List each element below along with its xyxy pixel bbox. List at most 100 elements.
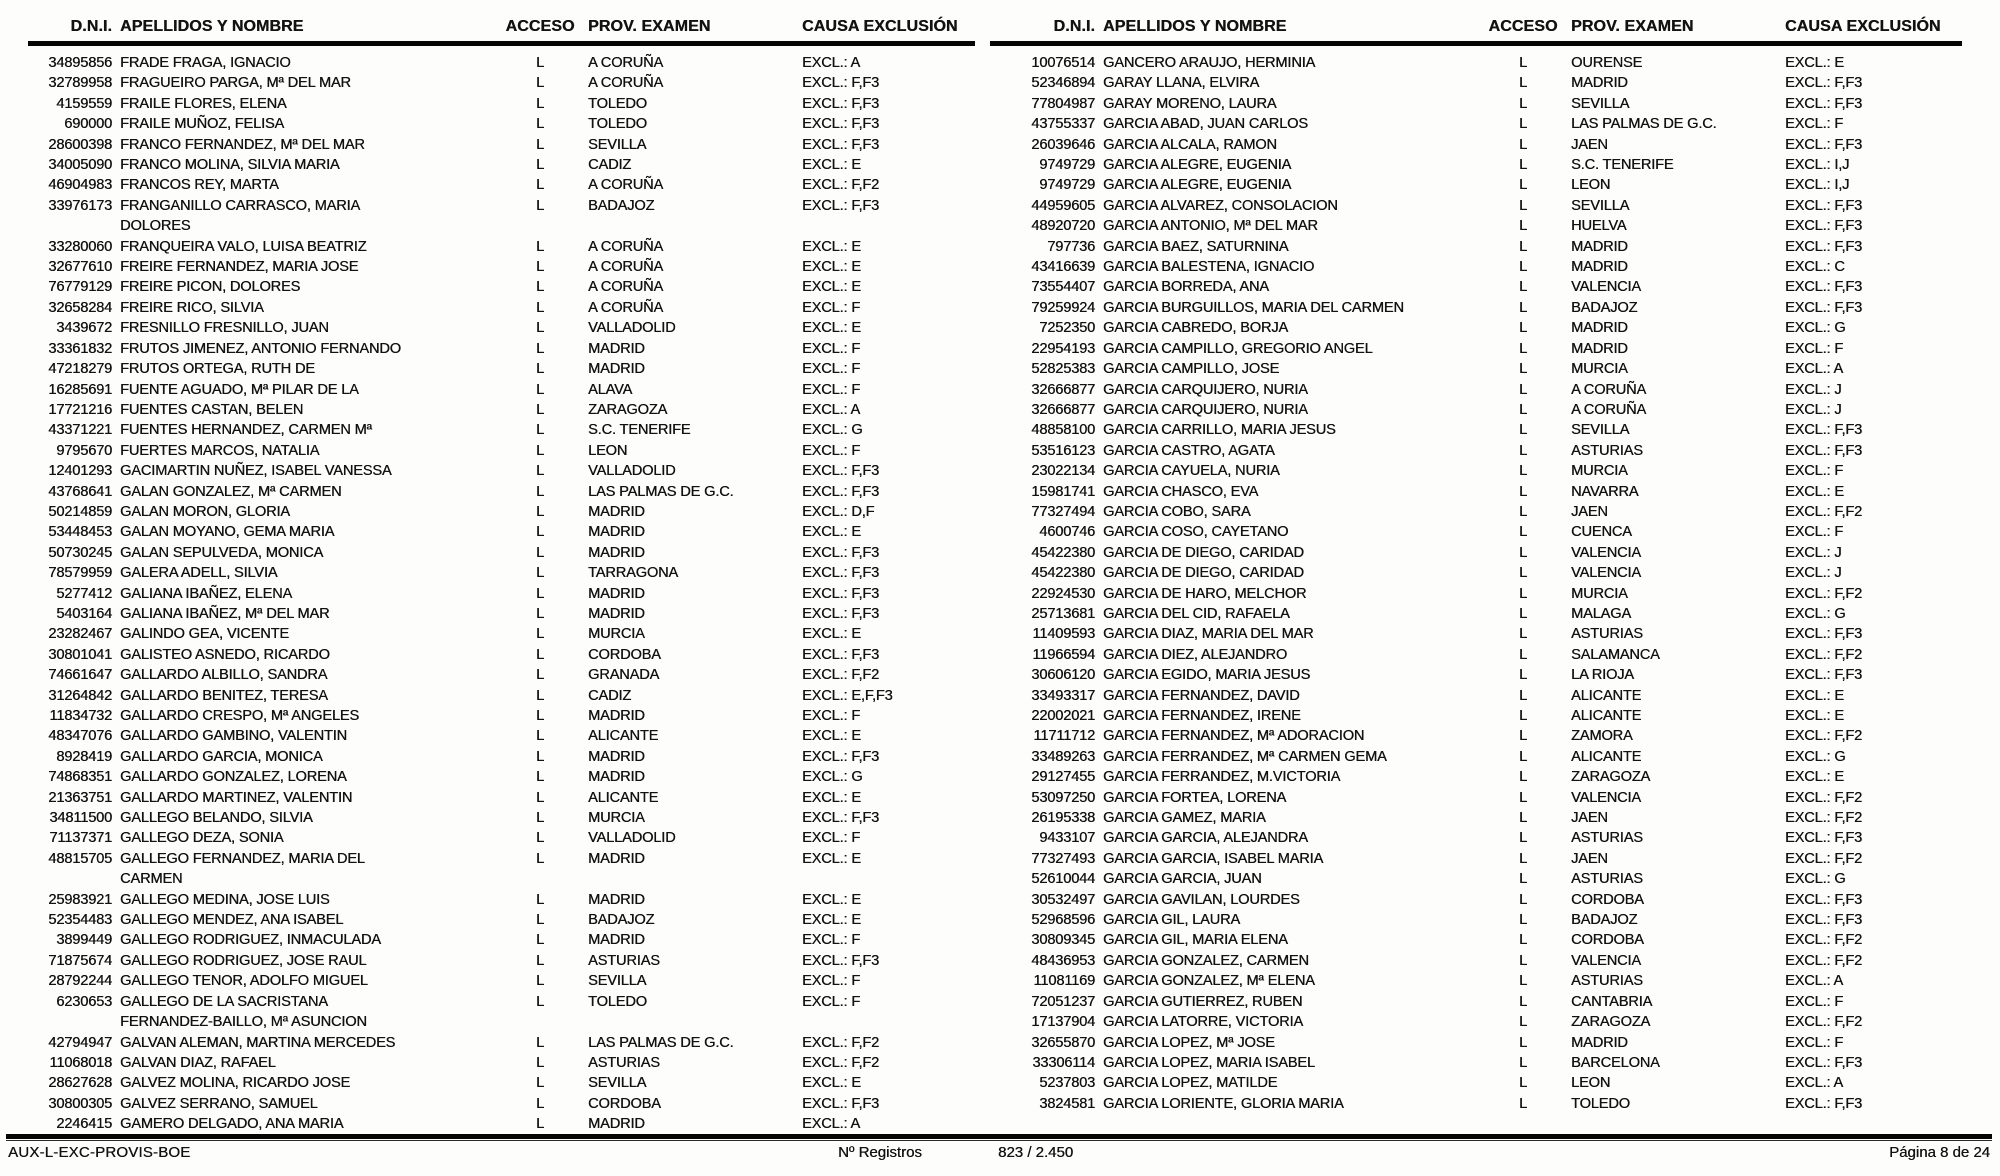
prov-examen-cell: VALENCIA xyxy=(1571,279,1641,296)
name-cell: GALVAN DIAZ, RAFAEL xyxy=(120,1054,276,1071)
column-header-acceso: ACCESO xyxy=(1488,18,1558,35)
acceso-cell: L xyxy=(536,279,544,296)
column-header-name: APELLIDOS Y NOMBRE xyxy=(1103,18,1287,35)
name-cell: FRANCO FERNANDEZ, Mª DEL MAR xyxy=(120,136,365,153)
name-cell: GANCERO ARAUJO, HERMINIA xyxy=(1103,55,1316,71)
acceso-cell: L xyxy=(1519,585,1527,602)
table-row: 74661647 GALLARDO ALBILLO, SANDRA L GRAN… xyxy=(28,665,975,685)
prov-examen-cell: GRANADA xyxy=(588,667,660,684)
document-code: AUX-L-EXC-PROVIS-BOE xyxy=(8,1144,191,1161)
table-row: 690000 FRAILE MUÑOZ, FELISA L TOLEDO EXC… xyxy=(28,114,975,134)
dni-cell: 28627628 xyxy=(48,1075,112,1092)
causa-exclusion-cell: EXCL.: F,F2 xyxy=(802,1054,880,1071)
acceso-cell: L xyxy=(1519,646,1527,663)
causa-exclusion-cell: EXCL.: E xyxy=(1785,769,1844,786)
name-cell: FRANGANILLO CARRASCO, MARIA DOLORES xyxy=(120,197,361,235)
table-row: 28792244 GALLEGO TENOR, ADOLFO MIGUEL L … xyxy=(28,971,975,991)
prov-examen-cell: MADRID xyxy=(1571,1034,1628,1051)
dni-cell: 53097250 xyxy=(1031,789,1095,806)
prov-examen-cell: A CORUÑA xyxy=(588,177,664,194)
name-cell: GARCIA GIL, MARIA ELENA xyxy=(1103,932,1288,949)
dni-cell: 11834732 xyxy=(49,708,112,724)
dni-cell: 23282467 xyxy=(48,626,112,643)
acceso-cell: L xyxy=(1519,320,1527,337)
prov-examen-cell: ASTURIAS xyxy=(1571,973,1643,990)
prov-examen-cell: MADRID xyxy=(1571,340,1628,357)
prov-examen-cell: TOLEDO xyxy=(588,993,647,1010)
causa-exclusion-cell: EXCL.: G xyxy=(802,422,863,439)
prov-examen-cell: ASTURIAS xyxy=(588,1054,660,1071)
prov-examen-cell: LEON xyxy=(1571,1075,1611,1092)
acceso-cell: L xyxy=(1519,565,1527,582)
acceso-cell: L xyxy=(536,544,544,561)
causa-exclusion-cell: EXCL.: F,F3 xyxy=(802,1095,880,1112)
causa-exclusion-cell: EXCL.: F,F3 xyxy=(802,565,880,582)
dni-cell: 78579959 xyxy=(48,565,112,582)
table-row: 29127455 GARCIA FERRANDEZ, M.VICTORIA L … xyxy=(990,767,1962,787)
causa-exclusion-cell: EXCL.: F,F2 xyxy=(1785,1014,1863,1031)
causa-exclusion-cell: EXCL.: E xyxy=(802,157,861,174)
acceso-cell: L xyxy=(1519,687,1527,704)
table-row: 33280060 FRANQUEIRA VALO, LUISA BEATRIZ … xyxy=(28,237,975,257)
name-cell: GARCIA DE DIEGO, CARIDAD xyxy=(1103,544,1304,561)
dni-cell: 72051237 xyxy=(1031,993,1095,1010)
name-cell: GALLEGO MENDEZ, ANA ISABEL xyxy=(120,912,344,929)
causa-exclusion-cell: EXCL.: F,F2 xyxy=(1785,503,1863,520)
acceso-cell: L xyxy=(1519,973,1527,990)
prov-examen-cell: BARCELONA xyxy=(1571,1054,1660,1071)
causa-exclusion-cell: EXCL.: E xyxy=(802,912,861,929)
acceso-cell: L xyxy=(536,1116,544,1133)
name-cell: FUERTES MARCOS, NATALIA xyxy=(120,442,320,459)
causa-exclusion-cell: EXCL.: F,F2 xyxy=(802,177,880,194)
acceso-cell: L xyxy=(536,1095,544,1112)
prov-examen-cell: A CORUÑA xyxy=(588,55,664,71)
acceso-cell: L xyxy=(536,1075,544,1092)
registros-label: Nº Registros xyxy=(838,1144,922,1161)
table-row: 34895856 FRADE FRAGA, IGNACIO L A CORUÑA… xyxy=(28,53,975,73)
table-row: 33976173 FRANGANILLO CARRASCO, MARIA DOL… xyxy=(28,196,975,237)
causa-exclusion-cell: EXCL.: F,F3 xyxy=(802,952,880,969)
table-row: 17721216 FUENTES CASTAN, BELEN L ZARAGOZ… xyxy=(28,400,975,420)
acceso-cell: L xyxy=(1519,1034,1527,1051)
causa-exclusion-cell: EXCL.: F,F3 xyxy=(802,116,880,133)
table-header-left: D.N.I. APELLIDOS Y NOMBRE ACCESO PROV. E… xyxy=(28,16,975,38)
table-row: 11409593 GARCIA DIAZ, MARIA DEL MAR L AS… xyxy=(990,624,1962,644)
name-cell: FRADE FRAGA, IGNACIO xyxy=(120,55,291,71)
table-row: 28600398 FRANCO FERNANDEZ, Mª DEL MAR L … xyxy=(28,135,975,155)
prov-examen-cell: MADRID xyxy=(1571,238,1628,255)
causa-exclusion-cell: EXCL.: G xyxy=(1785,748,1846,765)
name-cell: GARCIA GARCIA, ALEJANDRA xyxy=(1103,830,1308,847)
name-cell: FUENTES CASTAN, BELEN xyxy=(120,401,304,418)
acceso-cell: L xyxy=(1519,871,1527,888)
acceso-cell: L xyxy=(1519,503,1527,520)
prov-examen-cell: ASTURIAS xyxy=(1571,442,1643,459)
dni-cell: 53516123 xyxy=(1031,442,1095,459)
acceso-cell: L xyxy=(1519,361,1527,378)
dni-cell: 9749729 xyxy=(1039,177,1095,194)
name-cell: FRANQUEIRA VALO, LUISA BEATRIZ xyxy=(120,238,367,255)
exclusion-table-left: D.N.I. APELLIDOS Y NOMBRE ACCESO PROV. E… xyxy=(28,16,975,1135)
dni-cell: 22954193 xyxy=(1031,340,1095,357)
causa-exclusion-cell: EXCL.: F,F3 xyxy=(802,75,880,92)
dni-cell: 52354483 xyxy=(48,912,112,929)
name-cell: GALLEGO RODRIGUEZ, JOSE RAUL xyxy=(120,952,367,969)
acceso-cell: L xyxy=(536,157,544,174)
prov-examen-cell: MADRID xyxy=(1571,320,1628,337)
acceso-cell: L xyxy=(1519,1054,1527,1071)
name-cell: GALLARDO ALBILLO, SANDRA xyxy=(120,667,328,684)
prov-examen-cell: TOLEDO xyxy=(1571,1095,1630,1112)
prov-examen-cell: BADAJOZ xyxy=(588,197,655,214)
table-row: 32789958 FRAGUEIRO PARGA, Mª DEL MAR L A… xyxy=(28,73,975,93)
prov-examen-cell: MADRID xyxy=(588,544,645,561)
table-row: 4159559 FRAILE FLORES, ELENA L TOLEDO EX… xyxy=(28,94,975,114)
acceso-cell: L xyxy=(1519,177,1527,194)
acceso-cell: L xyxy=(1519,1095,1527,1112)
causa-exclusion-cell: EXCL.: F xyxy=(802,442,861,459)
name-cell: GARCIA DIEZ, ALEJANDRO xyxy=(1103,646,1288,663)
prov-examen-cell: LAS PALMAS DE G.C. xyxy=(1571,116,1717,133)
dni-cell: 33361832 xyxy=(48,340,112,357)
acceso-cell: L xyxy=(536,565,544,582)
table-row: 5403164 GALIANA IBAÑEZ, Mª DEL MAR L MAD… xyxy=(28,604,975,624)
causa-exclusion-cell: EXCL.: F,F3 xyxy=(802,585,880,602)
